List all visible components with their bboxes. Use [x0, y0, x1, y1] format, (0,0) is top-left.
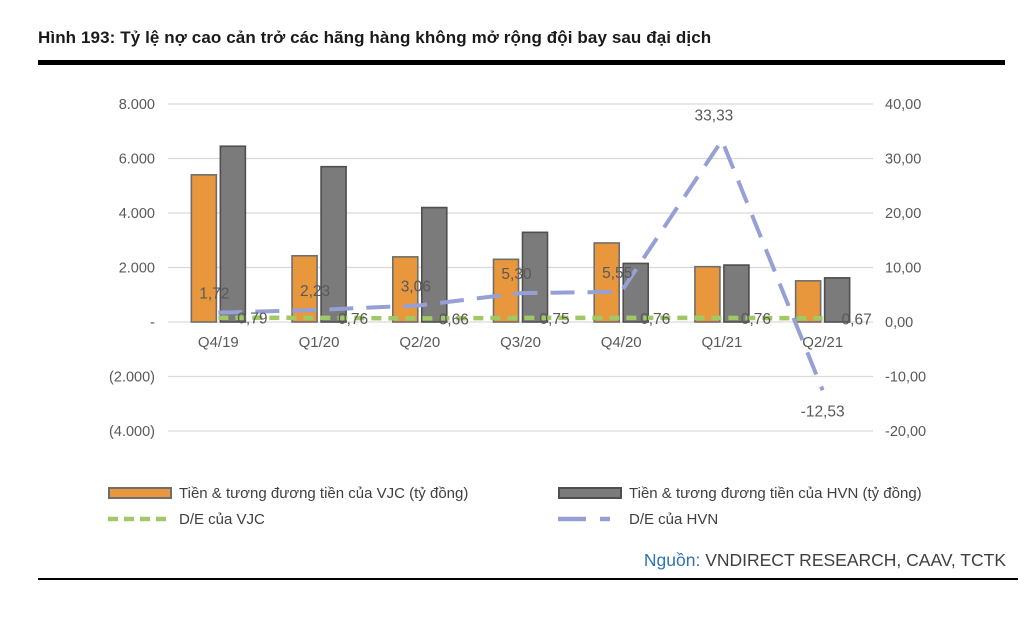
- x-axis-label: Q2/20: [399, 334, 440, 351]
- left-axis-tick: (2.000): [109, 370, 155, 386]
- left-axis-tick: 8.000: [119, 97, 155, 113]
- bar-hvn: [521, 231, 549, 323]
- source-label: Nguồn:: [643, 550, 701, 570]
- x-axis-label: Q1/20: [299, 334, 340, 351]
- data-label-hvn-de: 5,55: [602, 265, 632, 282]
- bar-hvn: [320, 165, 347, 323]
- right-axis-tick: 0,00: [885, 315, 913, 331]
- vjc-dashed-line-swatch-icon: [108, 516, 172, 522]
- title-underline: [38, 60, 1005, 65]
- legend-label-vjc-de: D/E của VJC: [179, 510, 265, 528]
- legend-item-hvn-cash: Tiền & tương đương tiền của HVN (tỷ đồng…: [558, 483, 922, 503]
- data-label-hvn-de: 33,33: [695, 107, 734, 124]
- bar-vjc: [391, 256, 419, 323]
- bottom-rule: [38, 578, 1018, 580]
- legend-item-vjc-cash: Tiền & tương đương tiền của VJC (tỷ đồng…: [108, 483, 468, 503]
- bar-vjc: [794, 280, 822, 323]
- hvn-bar-swatch-icon: [558, 487, 622, 499]
- data-label-hvn-de: 2,23: [300, 283, 330, 300]
- hvn-dashed-line-swatch-icon: [558, 516, 622, 522]
- left-axis-tick: 6.000: [119, 152, 155, 168]
- data-label-vjc-de: 0,66: [439, 311, 469, 328]
- figure-title: Hình 193: Tỷ lệ nợ cao cản trở các hãng …: [38, 28, 712, 47]
- legend-label-vjc-cash: Tiền & tương đương tiền của VJC (tỷ đồng…: [179, 484, 469, 502]
- x-axis-label: Q1/21: [701, 334, 742, 351]
- right-axis-tick: 20,00: [885, 206, 921, 222]
- right-axis-tick: 30,00: [885, 152, 921, 168]
- left-axis-tick: 2.000: [119, 261, 155, 277]
- left-axis-tick: (4.000): [109, 424, 155, 440]
- left-axis-tick: -: [150, 315, 155, 331]
- bar-hvn: [723, 264, 750, 323]
- chart-canvas: 8.000 40,00 6.000 30,00 4.000 20,00 2.000 10,00…: [109, 97, 926, 440]
- bar-vjc: [492, 258, 520, 323]
- chart-area: 8.000 40,00 6.000 30,00 4.000 20,00 2.000 10,00…: [0, 85, 1030, 475]
- bar-vjc: [190, 174, 218, 323]
- data-label-vjc-de: 0,75: [539, 311, 569, 328]
- bar-vjc: [593, 242, 621, 323]
- bar-vjc: [694, 265, 721, 323]
- line-vjc-de: [218, 315, 823, 321]
- bar-hvn: [219, 145, 247, 323]
- legend-item-hvn-de: D/E của HVN: [558, 509, 718, 529]
- right-axis-tick: 10,00: [885, 261, 921, 277]
- line-hvn-de: [218, 136, 825, 392]
- right-axis-tick: -20,00: [885, 424, 926, 440]
- data-label-vjc-de: 0,67: [842, 311, 872, 328]
- legend-label-hvn-cash: Tiền & tương đương tiền của HVN (tỷ đồng…: [629, 484, 922, 502]
- legend-row-1: Tiền & tương đương tiền của VJC (tỷ đồng…: [0, 483, 1030, 503]
- source-line: Nguồn: VNDIRECT RESEARCH, CAAV, TCTK: [0, 550, 1006, 571]
- data-label-vjc-de: 0,76: [640, 311, 670, 328]
- data-label-vjc-de: 0,79: [237, 311, 267, 328]
- source-text: VNDIRECT RESEARCH, CAAV, TCTK: [700, 550, 1006, 570]
- left-axis-tick: 4.000: [119, 206, 155, 222]
- right-axis-tick: -10,00: [885, 370, 926, 386]
- legend-item-vjc-de: D/E của VJC: [108, 509, 265, 529]
- vjc-bar-swatch-icon: [108, 487, 172, 499]
- data-label-hvn-de: 5,30: [501, 266, 532, 283]
- data-label-vjc-de: 0,76: [338, 311, 368, 328]
- x-axis-label: Q4/20: [601, 334, 642, 351]
- data-label-hvn-de: 3,06: [401, 278, 431, 295]
- x-axis-label: Q2/21: [802, 334, 843, 351]
- bar-hvn: [823, 277, 851, 323]
- legend-label-hvn-de: D/E của HVN: [629, 510, 719, 528]
- right-axis-tick: 40,00: [885, 97, 921, 113]
- data-label-hvn-de: -12,53: [801, 403, 845, 420]
- x-axis-label: Q3/20: [500, 334, 541, 351]
- legend-row-2: D/E của VJC D/E của HVN: [0, 509, 1030, 529]
- x-axis-label: Q4/19: [198, 334, 239, 351]
- data-label-hvn-de: 1,72: [199, 286, 229, 303]
- data-label-vjc-de: 0,76: [741, 311, 771, 328]
